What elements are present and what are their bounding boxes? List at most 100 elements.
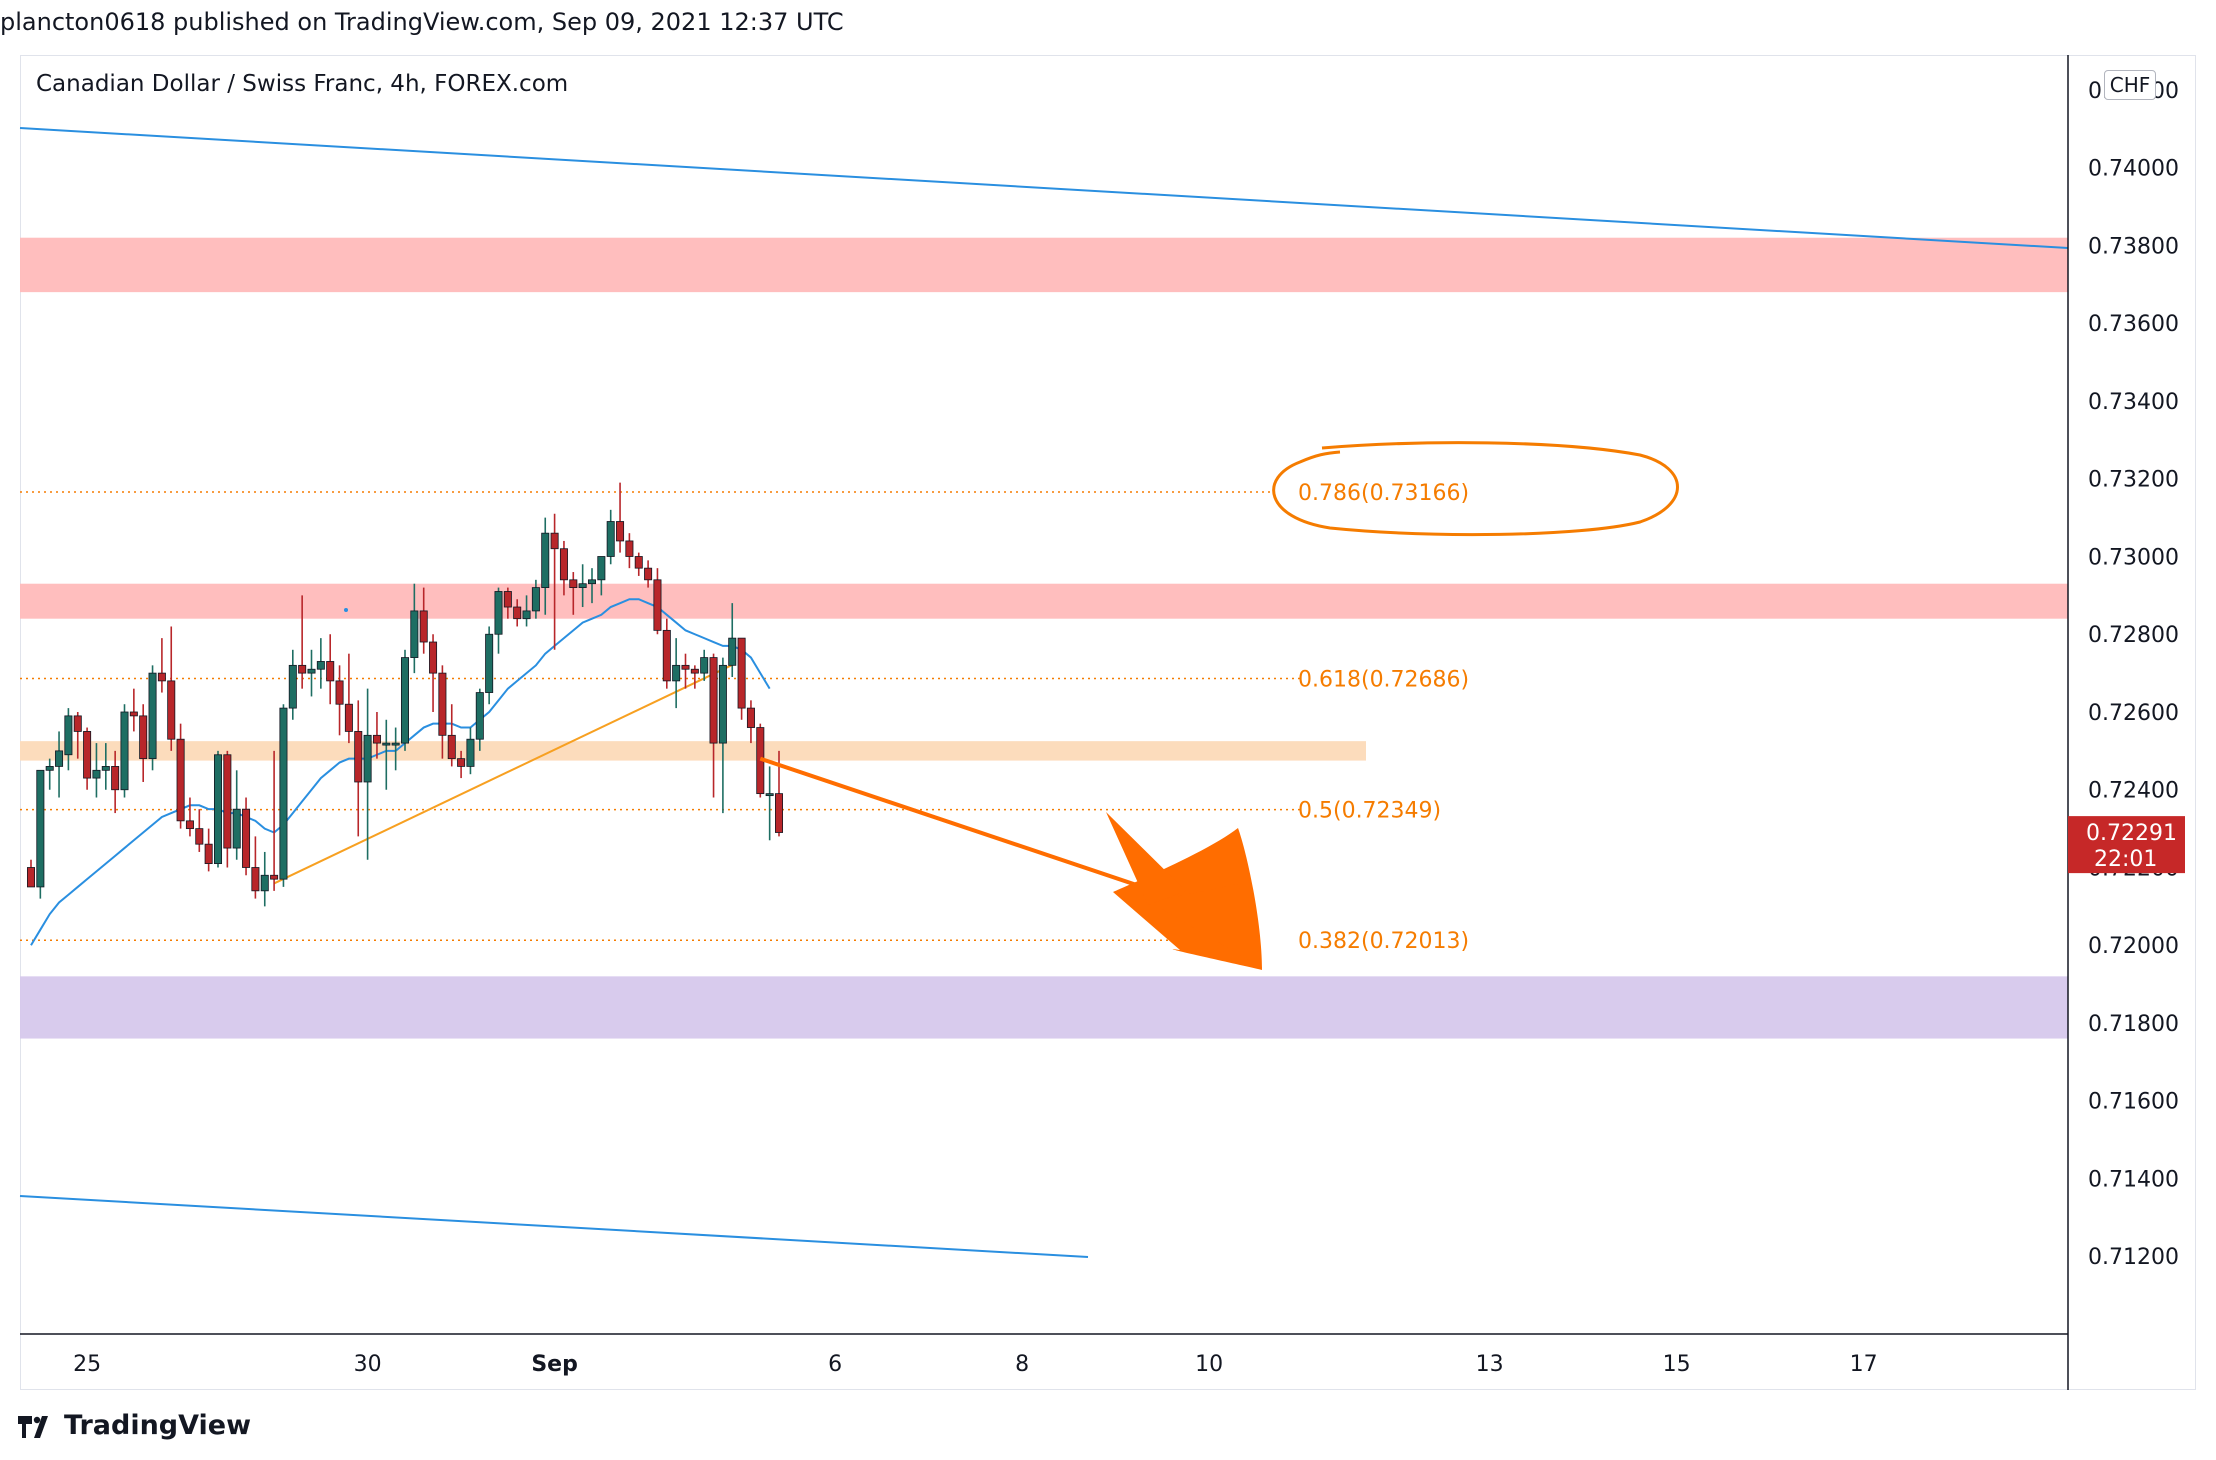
candle-body [83,731,92,779]
candle-body [709,657,718,744]
price-tick-label: 0.71800 [2088,1012,2179,1037]
price-axis: 0.742000.740000.738000.736000.734000.732… [2067,55,2185,1390]
price-tick-label: 0.72000 [2088,934,2179,959]
candle-body [438,672,447,736]
candle-body [298,664,307,674]
candle-body [765,793,774,797]
chart-frame [20,55,2196,1390]
price-tick-label: 0.73200 [2088,468,2179,493]
candle-body [410,610,419,658]
marker-dot [344,608,348,612]
candle-body [223,754,232,849]
footer-brand: TradingView [64,1410,252,1441]
candle-body [737,637,746,709]
rising-trendline [273,664,733,885]
time-axis: 25 30 Sep 6 8 10 13 15 17 [20,1333,2068,1377]
candle-body [700,657,709,674]
ema-line [30,598,771,946]
candle-body [167,680,176,740]
time-tick-label: 6 [828,1352,842,1377]
price-tick-label: 0.73400 [2088,390,2179,415]
time-tick-label: Sep [531,1352,578,1377]
candle-body [36,769,45,888]
price-tick-label: 0.71600 [2088,1090,2179,1115]
candle-body [270,874,279,880]
candle-body [653,579,662,631]
candle-body [204,843,213,865]
last-price-countdown: 22:01 [2094,847,2157,872]
hand-drawn-circle [1272,441,1679,537]
candle-body [148,672,157,760]
channel-upper-line [19,127,2069,249]
candle-body [157,672,166,682]
candle-body [232,808,241,849]
channel-lower-line [19,1195,1089,1258]
candle-body [92,769,101,779]
price-tick-label: 0.73600 [2088,312,2179,337]
candle-body [447,734,456,760]
candle-body [485,633,494,693]
candle-body [45,766,54,771]
arrow-head [1150,884,1262,968]
fib-label: 0.786(0.73166) [1298,481,1469,506]
candle-body [494,591,503,635]
candle-body [559,548,568,581]
candle-body [746,707,755,728]
support-zone [20,976,2068,1039]
last-price-label-bg [2068,816,2185,874]
time-tick-label: 13 [1476,1352,1504,1377]
candle-body [372,734,381,744]
publish-header: plancton0618 published on TradingView.co… [0,8,844,36]
time-tick-label: 30 [354,1352,382,1377]
candle-body [503,591,512,608]
symbol-title[interactable]: Canadian Dollar / Swiss Franc, 4h, FOREX… [36,71,569,97]
price-tick-label: 0.71200 [2088,1245,2179,1270]
candle-body [354,731,363,783]
tradingview-footer[interactable]: TradingView [18,1410,251,1441]
candle-body [279,707,288,880]
candle-body [634,556,643,569]
price-tick-label: 0.72800 [2088,623,2179,648]
candle-body [391,742,400,746]
candle-body [513,606,522,620]
candle-body [588,579,597,585]
candle-body [457,758,466,767]
price-tick-label: 0.74000 [2088,157,2179,182]
candle-body [382,742,391,746]
time-tick-label: 8 [1015,1352,1029,1377]
candle-body [625,540,634,557]
candle-body [326,661,335,682]
time-tick-label: 10 [1195,1352,1223,1377]
candle-body [616,521,625,542]
resistance-zone-upper [20,237,2068,293]
candle-body [242,808,251,868]
price-tick-label: 0.73800 [2088,234,2179,259]
candle-body [466,738,475,767]
candle-body [419,610,428,643]
candle-body [120,711,129,791]
candle-body [316,661,325,670]
candle-body [129,711,138,717]
candle-body [64,715,73,756]
candle-body [335,680,344,705]
currency-badge[interactable]: CHF [2104,70,2156,100]
candle-body [550,532,559,550]
candle-body [185,820,194,830]
candle-body [597,556,606,581]
annotations-layer [344,441,1679,970]
candle-body [55,750,64,767]
trendlines-layer [19,127,2069,1258]
candle-body [429,641,438,674]
candle-body [681,664,690,670]
candle-body [569,579,578,588]
fibonacci-layer: 0.786(0.73166) 0.618(0.72686) 0.5(0.72349)… [20,481,1469,954]
candle-body [718,664,727,744]
candle-body [251,867,260,892]
price-tick-label: 0.73000 [2088,545,2179,570]
price-tick-label: 0.72600 [2088,701,2179,726]
candle-body [531,587,540,612]
arrow-shaft [1106,812,1186,905]
candle-body [195,828,204,845]
price-tick-label: 0.71400 [2088,1167,2179,1192]
